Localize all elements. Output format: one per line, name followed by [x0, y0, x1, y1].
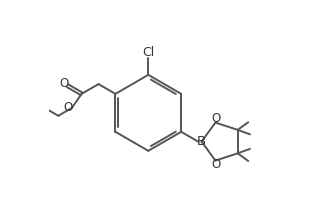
Text: O: O — [212, 158, 221, 171]
Text: O: O — [63, 101, 73, 114]
Text: B: B — [197, 135, 206, 148]
Text: O: O — [59, 77, 68, 90]
Text: Cl: Cl — [142, 46, 154, 59]
Text: O: O — [212, 112, 221, 125]
